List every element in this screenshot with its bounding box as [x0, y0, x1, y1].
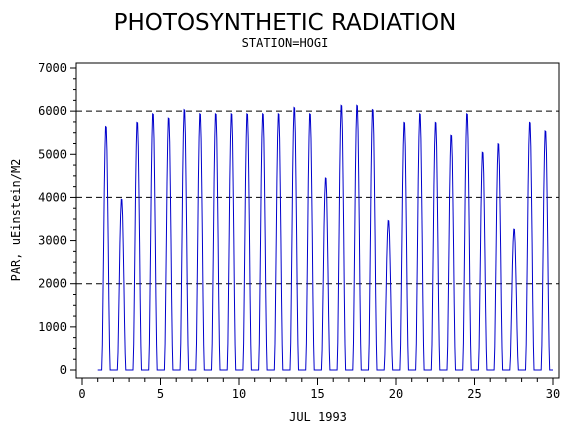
x-tick-label: 15: [310, 387, 324, 401]
x-tick-label: 25: [467, 387, 481, 401]
y-tick-label: 1000: [38, 320, 67, 334]
y-axis-label: PAR, uEinstein/M2: [9, 159, 23, 282]
y-axis: 0 1000 2000 3000 4000 5000 6000 7000: [38, 61, 76, 377]
x-tick-label: 10: [232, 387, 246, 401]
chart-title: PHOTOSYNTHETIC RADIATION: [114, 10, 457, 36]
reference-lines: [76, 110, 559, 285]
y-tick-label: 7000: [38, 61, 67, 75]
x-tick-label: 0: [78, 387, 85, 401]
x-tick-label: 20: [389, 387, 403, 401]
plot-frame: [75, 62, 560, 379]
x-tick-label: 30: [546, 387, 560, 401]
y-tick-label: 2000: [38, 277, 67, 291]
par-series-line: [97, 104, 553, 371]
y-tick-label: 3000: [38, 234, 67, 248]
x-axis-label: JUL 1993: [289, 410, 347, 424]
y-tick-label: 6000: [38, 104, 67, 118]
y-tick-label: 0: [60, 363, 67, 377]
x-tick-label: 5: [157, 387, 164, 401]
chart-subtitle: STATION=HOGI: [242, 36, 329, 50]
x-axis: 0 5 10 15 20 25 30: [78, 378, 560, 401]
y-tick-label: 5000: [38, 147, 67, 161]
y-tick-label: 4000: [38, 190, 67, 204]
